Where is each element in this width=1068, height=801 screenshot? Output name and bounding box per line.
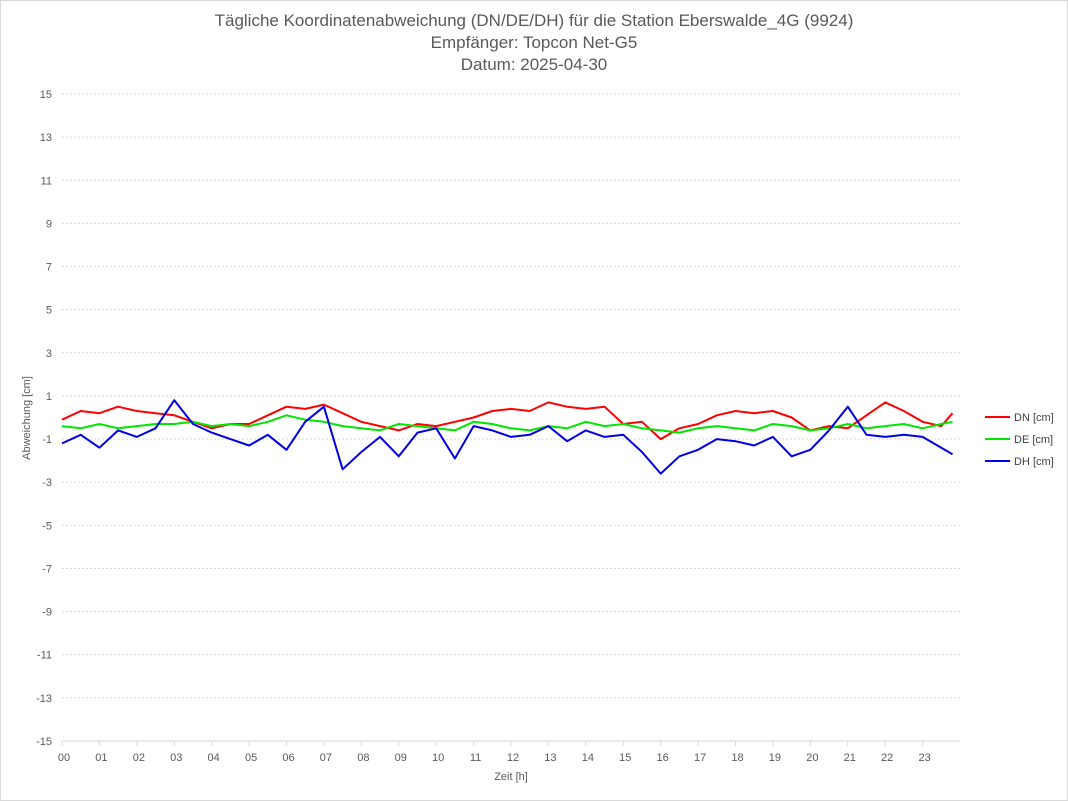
y-tick-label: -7 — [42, 563, 52, 575]
x-tick-label: 07 — [320, 752, 332, 764]
x-tick-label: 13 — [544, 752, 556, 764]
y-tick-label: 13 — [40, 132, 52, 144]
series-line-dn — [61, 401, 954, 441]
y-tick-label: -3 — [42, 477, 52, 489]
x-axis-ticks: 00 01 02 03 04 05 06 07 08 09 10 11 12 13 14 15 16 17 18 19… — [58, 740, 960, 764]
y-tick-label: 7 — [46, 262, 52, 274]
legend-label: DN [cm] — [1014, 412, 1054, 424]
chart-subtitle-receiver: Empfänger: Topcon Net-G5 — [430, 33, 638, 52]
x-tick-label: 12 — [507, 752, 519, 764]
x-tick-label: 05 — [245, 752, 257, 764]
x-tick-label: 22 — [881, 752, 893, 764]
y-tick-label: -11 — [37, 650, 52, 662]
y-tick-label: 9 — [46, 218, 52, 230]
y-tick-label: 3 — [46, 348, 52, 360]
legend: DN [cm] DE [cm] DH [cm] — [985, 412, 1054, 468]
chart-title: Tägliche Koordinatenabweichung (DN/DE/DH… — [214, 11, 854, 30]
x-tick-label: 09 — [395, 752, 407, 764]
series-lines — [61, 399, 954, 475]
y-tick-label: -15 — [36, 736, 52, 748]
chart-subtitle-date: Datum: 2025-04-30 — [460, 55, 608, 74]
legend-label: DE [cm] — [1014, 434, 1053, 446]
x-tick-label: 06 — [282, 752, 294, 764]
x-axis-title: Zeit [h] — [494, 771, 528, 783]
legend-label: DH [cm] — [1014, 456, 1054, 468]
series-line-de — [61, 414, 953, 434]
y-axis-ticks: 15 13 11 9 7 5 3 1 -1 -3 -5 -7 -9 -11 -13 -15 — [36, 89, 52, 748]
series-line-dh — [61, 399, 954, 475]
y-tick-label: -13 — [36, 693, 52, 705]
y-tick-label: 15 — [40, 89, 52, 101]
x-tick-label: 23 — [918, 752, 930, 764]
y-tick-label: -9 — [42, 607, 52, 619]
x-tick-label: 14 — [582, 752, 594, 764]
x-tick-label: 11 — [470, 752, 481, 764]
x-tick-label: 02 — [133, 752, 145, 764]
y-tick-label: -1 — [42, 434, 52, 446]
y-axis-title: Abweichung [cm] — [21, 376, 33, 460]
gridlines — [62, 93, 960, 742]
x-tick-label: 03 — [170, 752, 182, 764]
x-tick-label: 19 — [769, 752, 781, 764]
y-tick-label: 1 — [46, 391, 52, 403]
y-tick-label: 11 — [41, 175, 52, 187]
x-tick-label: 16 — [657, 752, 669, 764]
y-tick-label: -5 — [42, 520, 52, 532]
y-tick-label: 5 — [46, 305, 52, 317]
x-tick-label: 18 — [731, 752, 743, 764]
x-tick-label: 21 — [844, 752, 856, 764]
x-tick-label: 17 — [694, 752, 706, 764]
chart-title-block: Tägliche Koordinatenabweichung (DN/DE/DH… — [0, 10, 1068, 76]
x-tick-label: 04 — [208, 752, 220, 764]
x-tick-label: 10 — [432, 752, 444, 764]
x-tick-label: 20 — [806, 752, 818, 764]
x-tick-label: 15 — [619, 752, 631, 764]
x-tick-label: 00 — [58, 752, 70, 764]
x-tick-label: 01 — [95, 752, 107, 764]
x-tick-label: 08 — [357, 752, 369, 764]
